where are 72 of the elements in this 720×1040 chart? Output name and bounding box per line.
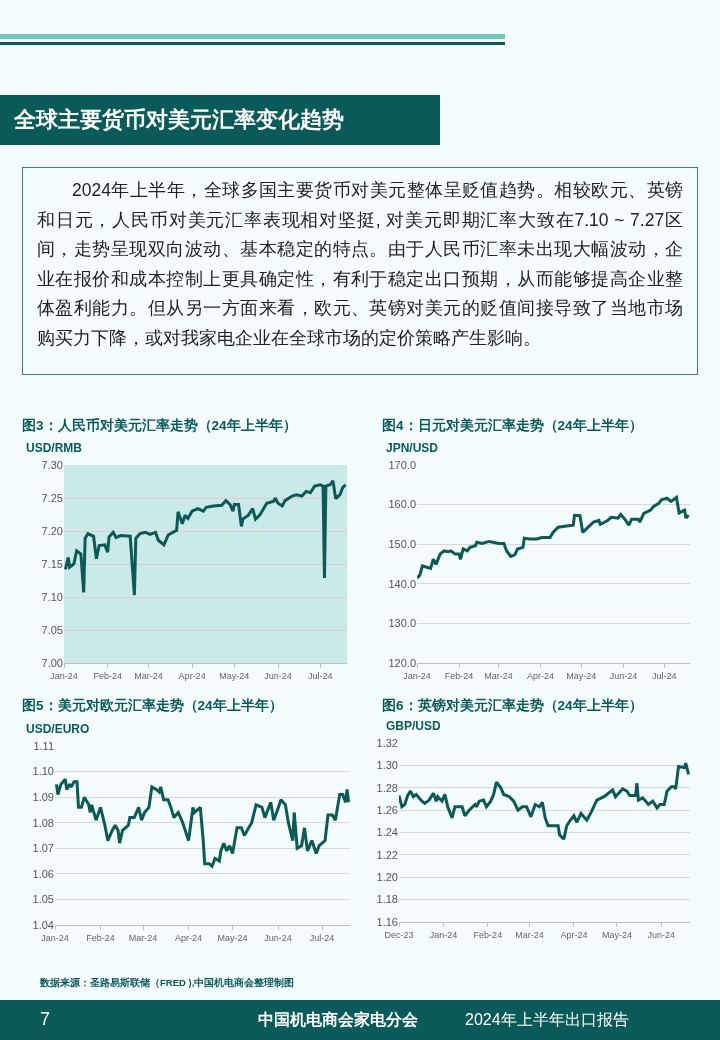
x-tick-label: Mar-24: [484, 670, 513, 681]
x-tick-label: Feb-24: [473, 929, 503, 940]
y-tick-label: 1.30: [376, 759, 398, 772]
x-tick-label: Jun-24: [647, 929, 676, 940]
y-tick-label: 1.20: [376, 871, 398, 884]
x-tick-label: May-24: [219, 670, 250, 681]
y-tick-label: 7.20: [41, 524, 63, 537]
x-tick-label: Jul-24: [307, 670, 333, 681]
chart-title: 图4：日元对美元汇率走势（24年上半年）: [382, 416, 643, 433]
y-tick-label: 130.0: [388, 617, 416, 630]
y-tick-label: 1.26: [376, 803, 398, 816]
text: 中国机电商会家电分会: [258, 1010, 418, 1030]
y-axis-title: USD/RMB: [26, 441, 83, 455]
y-tick-label: 7.10: [41, 590, 63, 603]
x-tick-label: Mar-24: [515, 929, 544, 940]
source-note: 数据来源：圣路易斯联储（FRED ),中国机电商会整理制图: [40, 977, 295, 990]
text: 2024年上半年，全球多国主要货币对美元整体呈贬值趋势。相较欧元、英镑和日元，人民币对美元汇率表现相对坚挺, 对美元即期汇率大致在7.10 ~ 7.27区间，走势呈现双向波动、基本稳定的特点。由于人民币汇率未出现大幅波动，企业在报价和成本控制上更具确定性，有利于稳定出口预期，从而能够提高企业整体盈利能力。但从另一方面来看，欧元、英镑对美元的贬值间接导致了当地市场购买力下降，或对我家电企业在全球市场的定价策略产生影响。: [22, 167, 698, 375]
x-tick-label: Jan-24: [50, 670, 78, 681]
y-tick-label: 1.32: [376, 736, 398, 749]
x-tick-label: Jun-24: [264, 932, 292, 943]
y-tick-label: 160.0: [388, 498, 416, 511]
x-tick-label: Feb-24: [86, 932, 115, 943]
x-tick-label: Jul-24: [651, 670, 677, 681]
x-tick-label: May-24: [601, 929, 632, 940]
y-tick-label: 1.10: [32, 765, 54, 778]
y-tick-label: 7.05: [41, 623, 63, 636]
x-tick-label: Feb-24: [93, 670, 122, 681]
y-tick-label: 1.18: [376, 893, 398, 906]
y-tick-label: 170.0: [388, 458, 416, 471]
y-tick-label: 1.05: [32, 893, 54, 906]
y-axis-title: JPN/USD: [386, 441, 439, 455]
y-axis-title: USD/EURO: [26, 722, 90, 736]
y-tick-label: 7.30: [41, 458, 63, 471]
chart-title: 图5：美元对欧元汇率走势（24年上半年）: [22, 696, 283, 713]
x-tick-label: Feb-24: [444, 670, 474, 681]
chart-title: 图3：人民币对美元汇率走势（24年上半年）: [22, 416, 297, 433]
x-tick-label: Jun-24: [609, 670, 638, 681]
y-tick-label: 1.28: [376, 781, 398, 794]
x-tick-label: Apr-24: [560, 929, 588, 940]
x-tick-label: Mar-24: [128, 932, 158, 943]
y-tick-label: 120.0: [388, 656, 416, 669]
x-tick-label: Jan-24: [429, 929, 458, 940]
x-tick-label: Apr-24: [178, 670, 206, 681]
y-tick-label: 7.25: [41, 491, 63, 504]
x-tick-label: May-24: [217, 932, 248, 943]
y-tick-label: 1.04: [32, 918, 54, 931]
x-tick-label: Apr-24: [527, 670, 555, 681]
y-tick-label: 1.22: [376, 848, 398, 861]
x-tick-label: Jul-24: [309, 932, 335, 943]
text: 7: [40, 1009, 51, 1030]
x-tick-label: Dec-23: [384, 929, 414, 940]
x-tick-label: Jun-24: [264, 670, 292, 681]
y-tick-label: 1.07: [32, 842, 54, 855]
y-tick-label: 1.09: [32, 790, 54, 803]
y-tick-label: 1.11: [33, 739, 54, 752]
x-tick-label: Jan-24: [403, 670, 431, 681]
chart-title: 图6：英镑对美元汇率走势（24年上半年）: [382, 696, 643, 713]
y-tick-label: 1.06: [32, 867, 54, 880]
y-tick-label: 7.15: [41, 557, 63, 570]
x-tick-label: Mar-24: [134, 670, 163, 681]
y-tick-label: 7.00: [41, 656, 63, 669]
y-tick-label: 1.24: [376, 826, 398, 839]
x-tick-label: Apr-24: [175, 932, 203, 943]
y-tick-label: 1.08: [32, 816, 54, 829]
y-tick-label: 140.0: [388, 577, 416, 590]
text: 2024年上半年出口报告: [465, 1010, 629, 1030]
y-tick-label: 1.16: [376, 915, 398, 928]
y-axis-title: GBP/USD: [386, 719, 442, 733]
text: 全球主要货币对美元汇率变化趋势: [0, 95, 440, 145]
y-tick-label: 150.0: [388, 538, 416, 551]
x-tick-label: Jan-24: [41, 932, 69, 943]
x-tick-label: May-24: [566, 670, 597, 681]
